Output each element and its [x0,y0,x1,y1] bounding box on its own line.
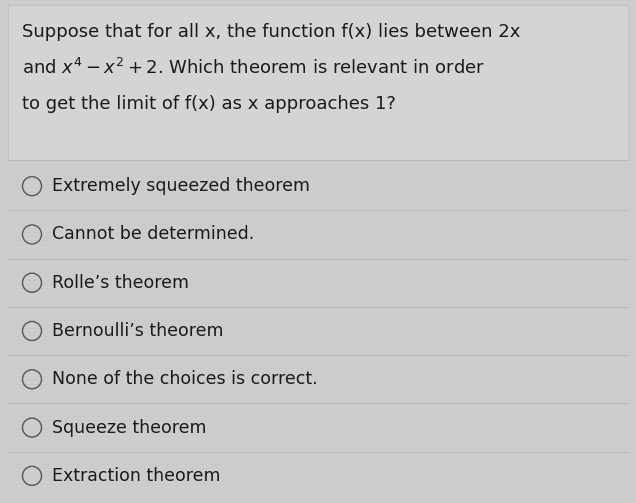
Text: Bernoulli’s theorem: Bernoulli’s theorem [52,322,223,340]
Text: and $x^4 - x^2 + 2$. Which theorem is relevant in order: and $x^4 - x^2 + 2$. Which theorem is re… [22,58,485,78]
Text: Squeeze theorem: Squeeze theorem [52,418,207,437]
Text: Extraction theorem: Extraction theorem [52,467,221,485]
Text: Suppose that for all x, the function f(x) lies between 2x: Suppose that for all x, the function f(x… [22,23,520,41]
Text: Rolle’s theorem: Rolle’s theorem [52,274,189,292]
Text: None of the choices is correct.: None of the choices is correct. [52,370,317,388]
Text: Extremely squeezed theorem: Extremely squeezed theorem [52,177,310,195]
Text: to get the limit of f(x) as x approaches 1?: to get the limit of f(x) as x approaches… [22,95,396,113]
Text: Cannot be determined.: Cannot be determined. [52,225,254,243]
FancyBboxPatch shape [8,5,628,160]
